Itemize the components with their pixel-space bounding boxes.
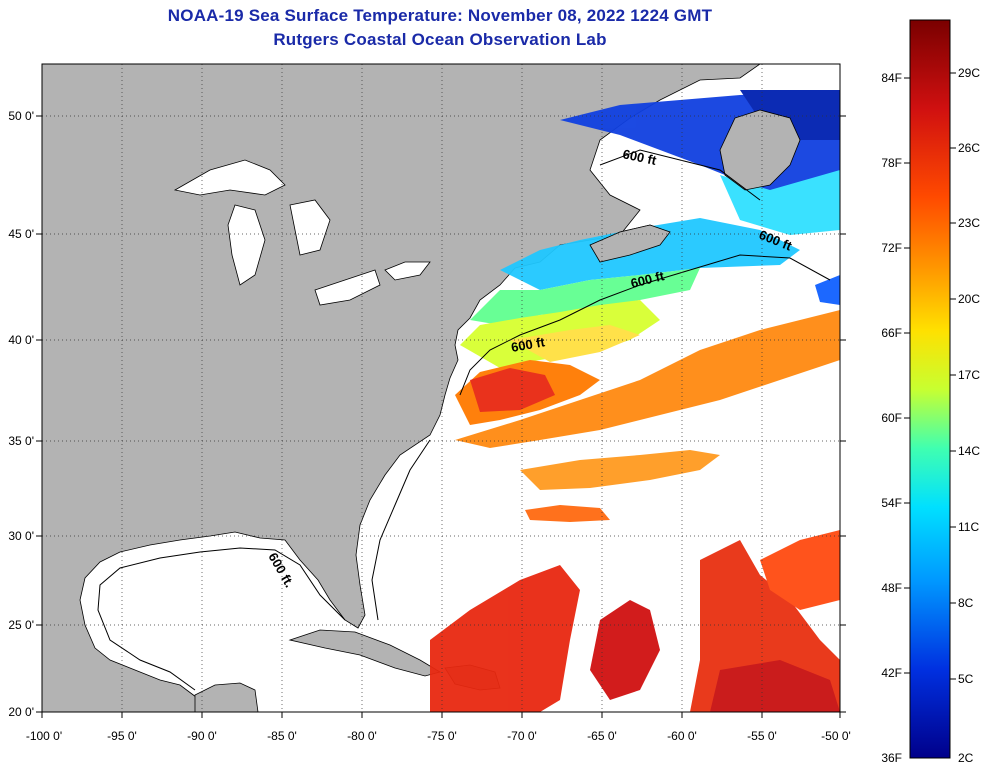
lon-label: -100 0' (26, 729, 62, 743)
colorbar-f-label: 48F (881, 581, 902, 595)
colorbar-c-label: 14C (958, 444, 980, 458)
colorbar-c-label: 2C (958, 751, 974, 765)
lon-label: -95 0' (107, 729, 137, 743)
lon-label: -50 0' (821, 729, 851, 743)
lon-label: -85 0' (267, 729, 297, 743)
lat-label: 20 0' (8, 705, 34, 719)
colorbar-c-label: 17C (958, 368, 980, 382)
lat-label: 50 0' (8, 109, 34, 123)
lat-label: 45 0' (8, 227, 34, 241)
colorbar-c-label: 11C (958, 520, 979, 534)
lat-label: 30 0' (8, 529, 34, 543)
colorbar-f-label: 60F (881, 411, 902, 425)
colorbar-ticks (904, 72, 956, 680)
colorbar-c-label: 8C (958, 596, 974, 610)
ticks (36, 115, 846, 718)
colorbar-c-label: 23C (958, 216, 980, 230)
colorbar-c-label: 5C (958, 672, 974, 686)
lat-label: 25 0' (8, 618, 34, 632)
lon-label: -75 0' (427, 729, 457, 743)
colorbar-c-label: 29C (958, 66, 980, 80)
lon-label: -90 0' (187, 729, 217, 743)
colorbar-f-label: 78F (881, 156, 902, 170)
isobath-label: 600 ft (510, 334, 547, 355)
land-newfoundland-overlay (719, 109, 801, 191)
isobath-600ft (97, 149, 831, 691)
land-yucatan (194, 682, 259, 712)
map-subtitle: Rutgers Coastal Ocean Observation Lab (273, 30, 607, 49)
lon-label: -70 0' (507, 729, 537, 743)
colorbar (909, 19, 951, 759)
lon-label: -80 0' (347, 729, 377, 743)
graticule (42, 64, 840, 712)
colorbar-c-label: 20C (958, 292, 980, 306)
colorbar-c-label: 26C (958, 141, 980, 155)
land-north-america (42, 64, 761, 712)
great-lakes (173, 159, 431, 306)
lat-label: 40 0' (8, 333, 34, 347)
lon-label: -60 0' (667, 729, 697, 743)
colorbar-f-label: 66F (881, 326, 902, 340)
colorbar-f-label: 42F (881, 666, 902, 680)
colorbar-f-label: 84F (881, 71, 902, 85)
lat-label: 35 0' (8, 434, 34, 448)
map-title: NOAA-19 Sea Surface Temperature: Novembe… (167, 6, 713, 25)
isobath-label: 600 ft (621, 146, 658, 168)
lon-label: -55 0' (747, 729, 777, 743)
map-border (41, 63, 841, 713)
colorbar-f-label: 54F (881, 496, 902, 510)
lon-label: -65 0' (587, 729, 617, 743)
colorbar-f-label: 72F (881, 241, 902, 255)
colorbar-f-label: 36F (881, 751, 902, 765)
